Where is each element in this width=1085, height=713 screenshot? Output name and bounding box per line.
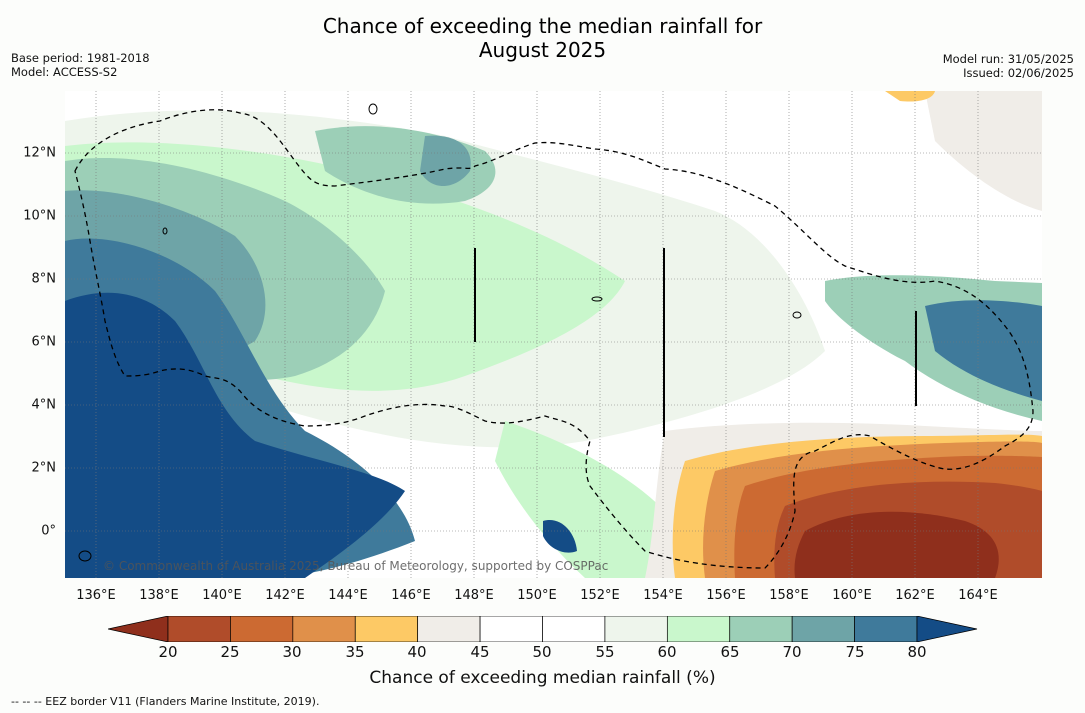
colorbar-cell [354,616,419,642]
region-deep-blue [65,292,405,578]
x-tick-140e: 140°E [202,588,242,603]
x-tick-144e: 144°E [328,588,368,603]
island-east [792,311,802,319]
colorbar-cell [417,616,481,642]
cbar-tick-70: 70 [782,643,802,661]
y-tick-2n: 2°N [31,460,57,476]
issued-label: Issued: 02/06/2025 [963,66,1074,80]
island-small [162,227,168,235]
y-tick-8n: 8°N [31,271,57,287]
cbar-tick-55: 55 [595,643,615,661]
map-title-line2: August 2025 [478,38,607,62]
graticule [65,91,1042,578]
colorbar-cells [167,616,918,642]
island-north [368,103,378,115]
x-tick-164e: 164°E [958,588,998,603]
rainfall-map-svg [65,91,1042,578]
map-title-line1: Chance of exceeding the median rainfall … [322,14,763,38]
base-period-label: Base period: 1981-2018 [11,51,150,65]
map-area [65,91,1042,578]
cbar-tick-25: 25 [220,643,240,661]
model-label: Model: ACCESS-S2 [11,65,118,79]
y-tick-10n: 10°N [23,208,56,224]
region-dark-red [794,511,999,578]
colorbar-cell [604,616,668,642]
colorbar-cell [729,616,793,642]
colorbar-title: Chance of exceeding median rainfall (%) [369,668,716,688]
x-tick-148e: 148°E [454,588,494,603]
x-tick-146e: 146°E [391,588,431,603]
island-mid [591,296,603,302]
colorbar-cell [479,616,543,642]
y-tick-12n: 12°N [23,145,56,161]
region-tan-north-east [925,91,1042,211]
x-tick-156e: 156°E [706,588,746,603]
x-tick-136e: 136°E [76,588,116,603]
model-run-label: Model run: 31/05/2025 [942,52,1074,66]
islands [78,103,802,562]
y-tick-0: 0° [41,523,56,539]
colorbar-extend-low [108,616,169,642]
y-tick-4n: 4°N [31,397,57,413]
cbar-tick-40: 40 [407,643,427,661]
cbar-tick-45: 45 [470,643,490,661]
region-steel-east [925,300,1042,401]
cbar-tick-35: 35 [345,643,365,661]
cbar-tick-50: 50 [532,643,552,661]
x-tick-138e: 138°E [139,588,179,603]
colorbar-cell [854,616,918,642]
map-title: Chance of exceeding the median rainfall … [0,14,1085,62]
region-deep-blue-patch [543,520,577,553]
y-tick-6n: 6°N [31,334,57,350]
colorbar-cell [666,616,731,642]
cbar-tick-60: 60 [657,643,677,661]
x-tick-162e: 162°E [895,588,935,603]
meta-right: Model run: 31/05/2025 Issued: 02/06/2025 [943,52,1074,80]
x-tick-150e: 150°E [517,588,557,603]
cbar-tick-65: 65 [720,643,740,661]
colorbar [108,616,978,642]
cbar-tick-20: 20 [158,643,178,661]
eez-border [74,109,1034,569]
x-tick-160e: 160°E [832,588,872,603]
colorbar-cell [791,616,855,642]
x-tick-154e: 154°E [643,588,683,603]
cbar-tick-75: 75 [845,643,865,661]
cbar-tick-30: 30 [282,643,302,661]
copyright-notice: © Commonwealth of Australia 2025, Bureau… [103,559,609,573]
colorbar-extend-high [916,616,978,642]
eez-footnote: -- -- -- EEZ border V11 (Flanders Marine… [11,695,320,708]
colorbar-cell [167,616,231,642]
colorbar-cell [230,616,294,642]
region-teal-mid-north [420,135,471,186]
x-tick-158e: 158°E [769,588,809,603]
colorbar-cell [292,616,356,642]
meta-left: Base period: 1981-2018 Model: ACCESS-S2 [11,51,150,79]
x-tick-142e: 142°E [265,588,305,603]
x-tick-152e: 152°E [580,588,620,603]
colorbar-cell [542,616,606,642]
island-sw [78,550,92,562]
cbar-tick-80: 80 [907,643,927,661]
region-yellow-top [885,91,935,102]
